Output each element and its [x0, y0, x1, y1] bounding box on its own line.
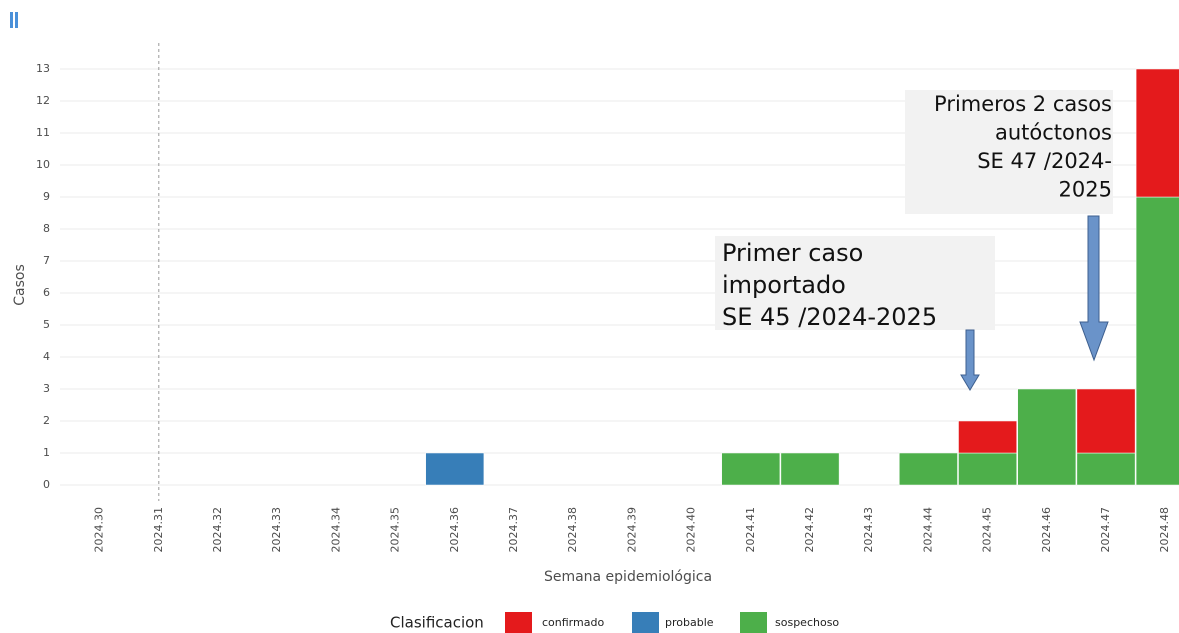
x-tick-label: 2024.36 [448, 507, 461, 553]
legend-swatch [505, 612, 532, 633]
y-tick-label: 9 [43, 190, 50, 203]
x-tick-label: 2024.40 [685, 507, 698, 553]
legend-label: sospechoso [775, 616, 839, 629]
x-tick-label: 2024.31 [152, 507, 165, 553]
legend-label: probable [665, 616, 714, 629]
x-tick-label: 2024.47 [1099, 507, 1112, 553]
x-tick-label: 2024.39 [625, 507, 638, 553]
y-tick-label: 2 [43, 414, 50, 427]
x-tick-label: 2024.45 [981, 507, 994, 553]
annotation-text: autóctonos [995, 121, 1112, 145]
y-tick-label: 6 [43, 286, 50, 299]
x-tick-label: 2024.43 [862, 507, 875, 553]
bar-segment [1076, 452, 1136, 486]
x-tick-label: 2024.38 [566, 507, 579, 553]
legend-label: confirmado [542, 616, 604, 629]
x-tick-label: 2024.42 [803, 507, 816, 553]
x-tick-label: 2024.44 [921, 507, 934, 553]
annotation-text: SE 47 /2024- [977, 149, 1112, 173]
x-tick-label: 2024.34 [329, 507, 342, 553]
bar-segment [958, 452, 1017, 486]
arrow [1079, 215, 1109, 362]
annotation-text: SE 45 /2024-2025 [722, 303, 937, 331]
app-icon [10, 12, 18, 28]
annotation-box [715, 236, 995, 330]
annotation-text: importado [722, 271, 846, 299]
y-tick-label: 0 [43, 478, 50, 491]
x-tick-label: 2024.37 [507, 507, 520, 553]
x-tick-label: 2024.35 [389, 507, 402, 553]
arrow [960, 329, 980, 391]
y-tick-label: 3 [43, 382, 50, 395]
bar-segment [958, 420, 1017, 454]
y-tick-label: 12 [36, 94, 50, 107]
bars [425, 68, 1179, 486]
legend-swatch [632, 612, 659, 633]
annotations: Primer caso importado SE 45 /2024-2025 Prim… [715, 90, 1113, 391]
y-tick-label: 8 [43, 222, 50, 235]
y-tick-label: 7 [43, 254, 50, 267]
annotation-text: Primeros 2 casos [934, 92, 1112, 116]
x-tick-label: 2024.48 [1158, 507, 1171, 553]
bar-segment [1135, 68, 1179, 198]
x-axis-title: Semana epidemiológica [544, 569, 712, 585]
x-tick-label: 2024.41 [744, 507, 757, 553]
bar-segment [721, 452, 781, 486]
legend-title: Clasificacion [390, 614, 484, 632]
bar-segment [425, 452, 485, 486]
x-tick-label: 2024.33 [270, 507, 283, 553]
y-tick-label: 10 [36, 158, 50, 171]
legend-swatch [740, 612, 767, 633]
bar-segment [1135, 196, 1179, 486]
annotation-box [905, 90, 1113, 214]
annotation-text: 2025 [1059, 178, 1112, 202]
y-tick-label: 1 [43, 446, 50, 459]
y-tick-label: 13 [36, 62, 50, 75]
bar-segment [899, 452, 958, 486]
annotation-text: Primer caso [722, 239, 863, 267]
bar-segment [780, 452, 840, 486]
y-axis-title: Casos [12, 264, 28, 306]
bar-segment [1017, 388, 1077, 486]
x-tick-label: 2024.46 [1040, 507, 1053, 553]
y-tick-label: 5 [43, 318, 50, 331]
x-tick-label: 2024.30 [93, 507, 106, 553]
y-tick-label: 4 [43, 350, 50, 363]
x-tick-label: 2024.32 [211, 507, 224, 553]
y-tick-label: 11 [36, 126, 50, 139]
bar-segment [1076, 388, 1136, 454]
